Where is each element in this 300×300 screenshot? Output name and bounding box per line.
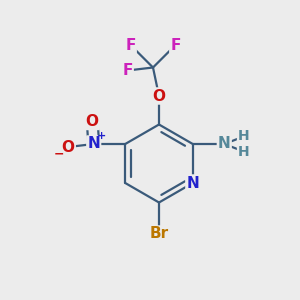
Text: H: H xyxy=(238,145,250,158)
Text: Br: Br xyxy=(149,226,169,242)
Text: N: N xyxy=(87,136,100,152)
Text: O: O xyxy=(86,114,99,129)
Text: +: + xyxy=(97,130,106,141)
Text: H: H xyxy=(238,130,250,143)
Text: N: N xyxy=(186,176,199,190)
Text: F: F xyxy=(122,63,133,78)
Text: O: O xyxy=(152,88,166,104)
Text: F: F xyxy=(125,38,136,52)
Text: N: N xyxy=(218,136,231,152)
Text: O: O xyxy=(62,140,75,154)
Text: −: − xyxy=(54,148,64,161)
Text: F: F xyxy=(170,38,181,52)
